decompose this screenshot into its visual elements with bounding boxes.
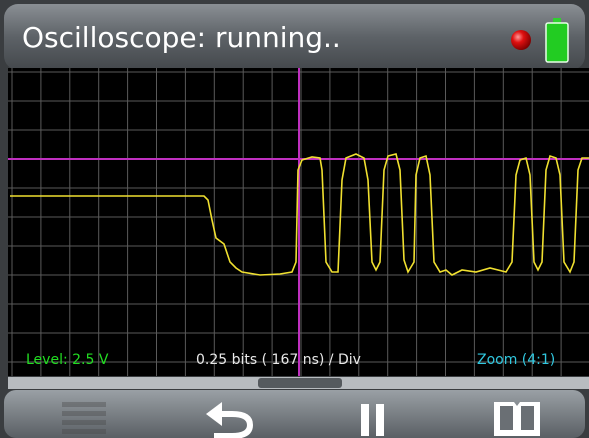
scrollbar-thumb[interactable] <box>258 378 342 388</box>
pause-button[interactable] <box>350 396 394 438</box>
back-button[interactable] <box>200 396 260 438</box>
record-indicator <box>511 30 531 50</box>
zoom-label: Zoom (4:1) <box>477 352 555 368</box>
battery-icon <box>546 18 568 62</box>
menu-button[interactable] <box>58 398 108 438</box>
trigger-level-label: Level: 2.5 V <box>26 352 109 368</box>
help-button[interactable] <box>490 394 544 438</box>
title: Oscilloscope: running.. <box>22 21 341 54</box>
oscilloscope-screen: Oscilloscope: running.. Level: 2.5 V 0.2… <box>0 0 589 438</box>
timebase-label: 0.25 bits ( 167 ns) / Div <box>196 352 361 368</box>
